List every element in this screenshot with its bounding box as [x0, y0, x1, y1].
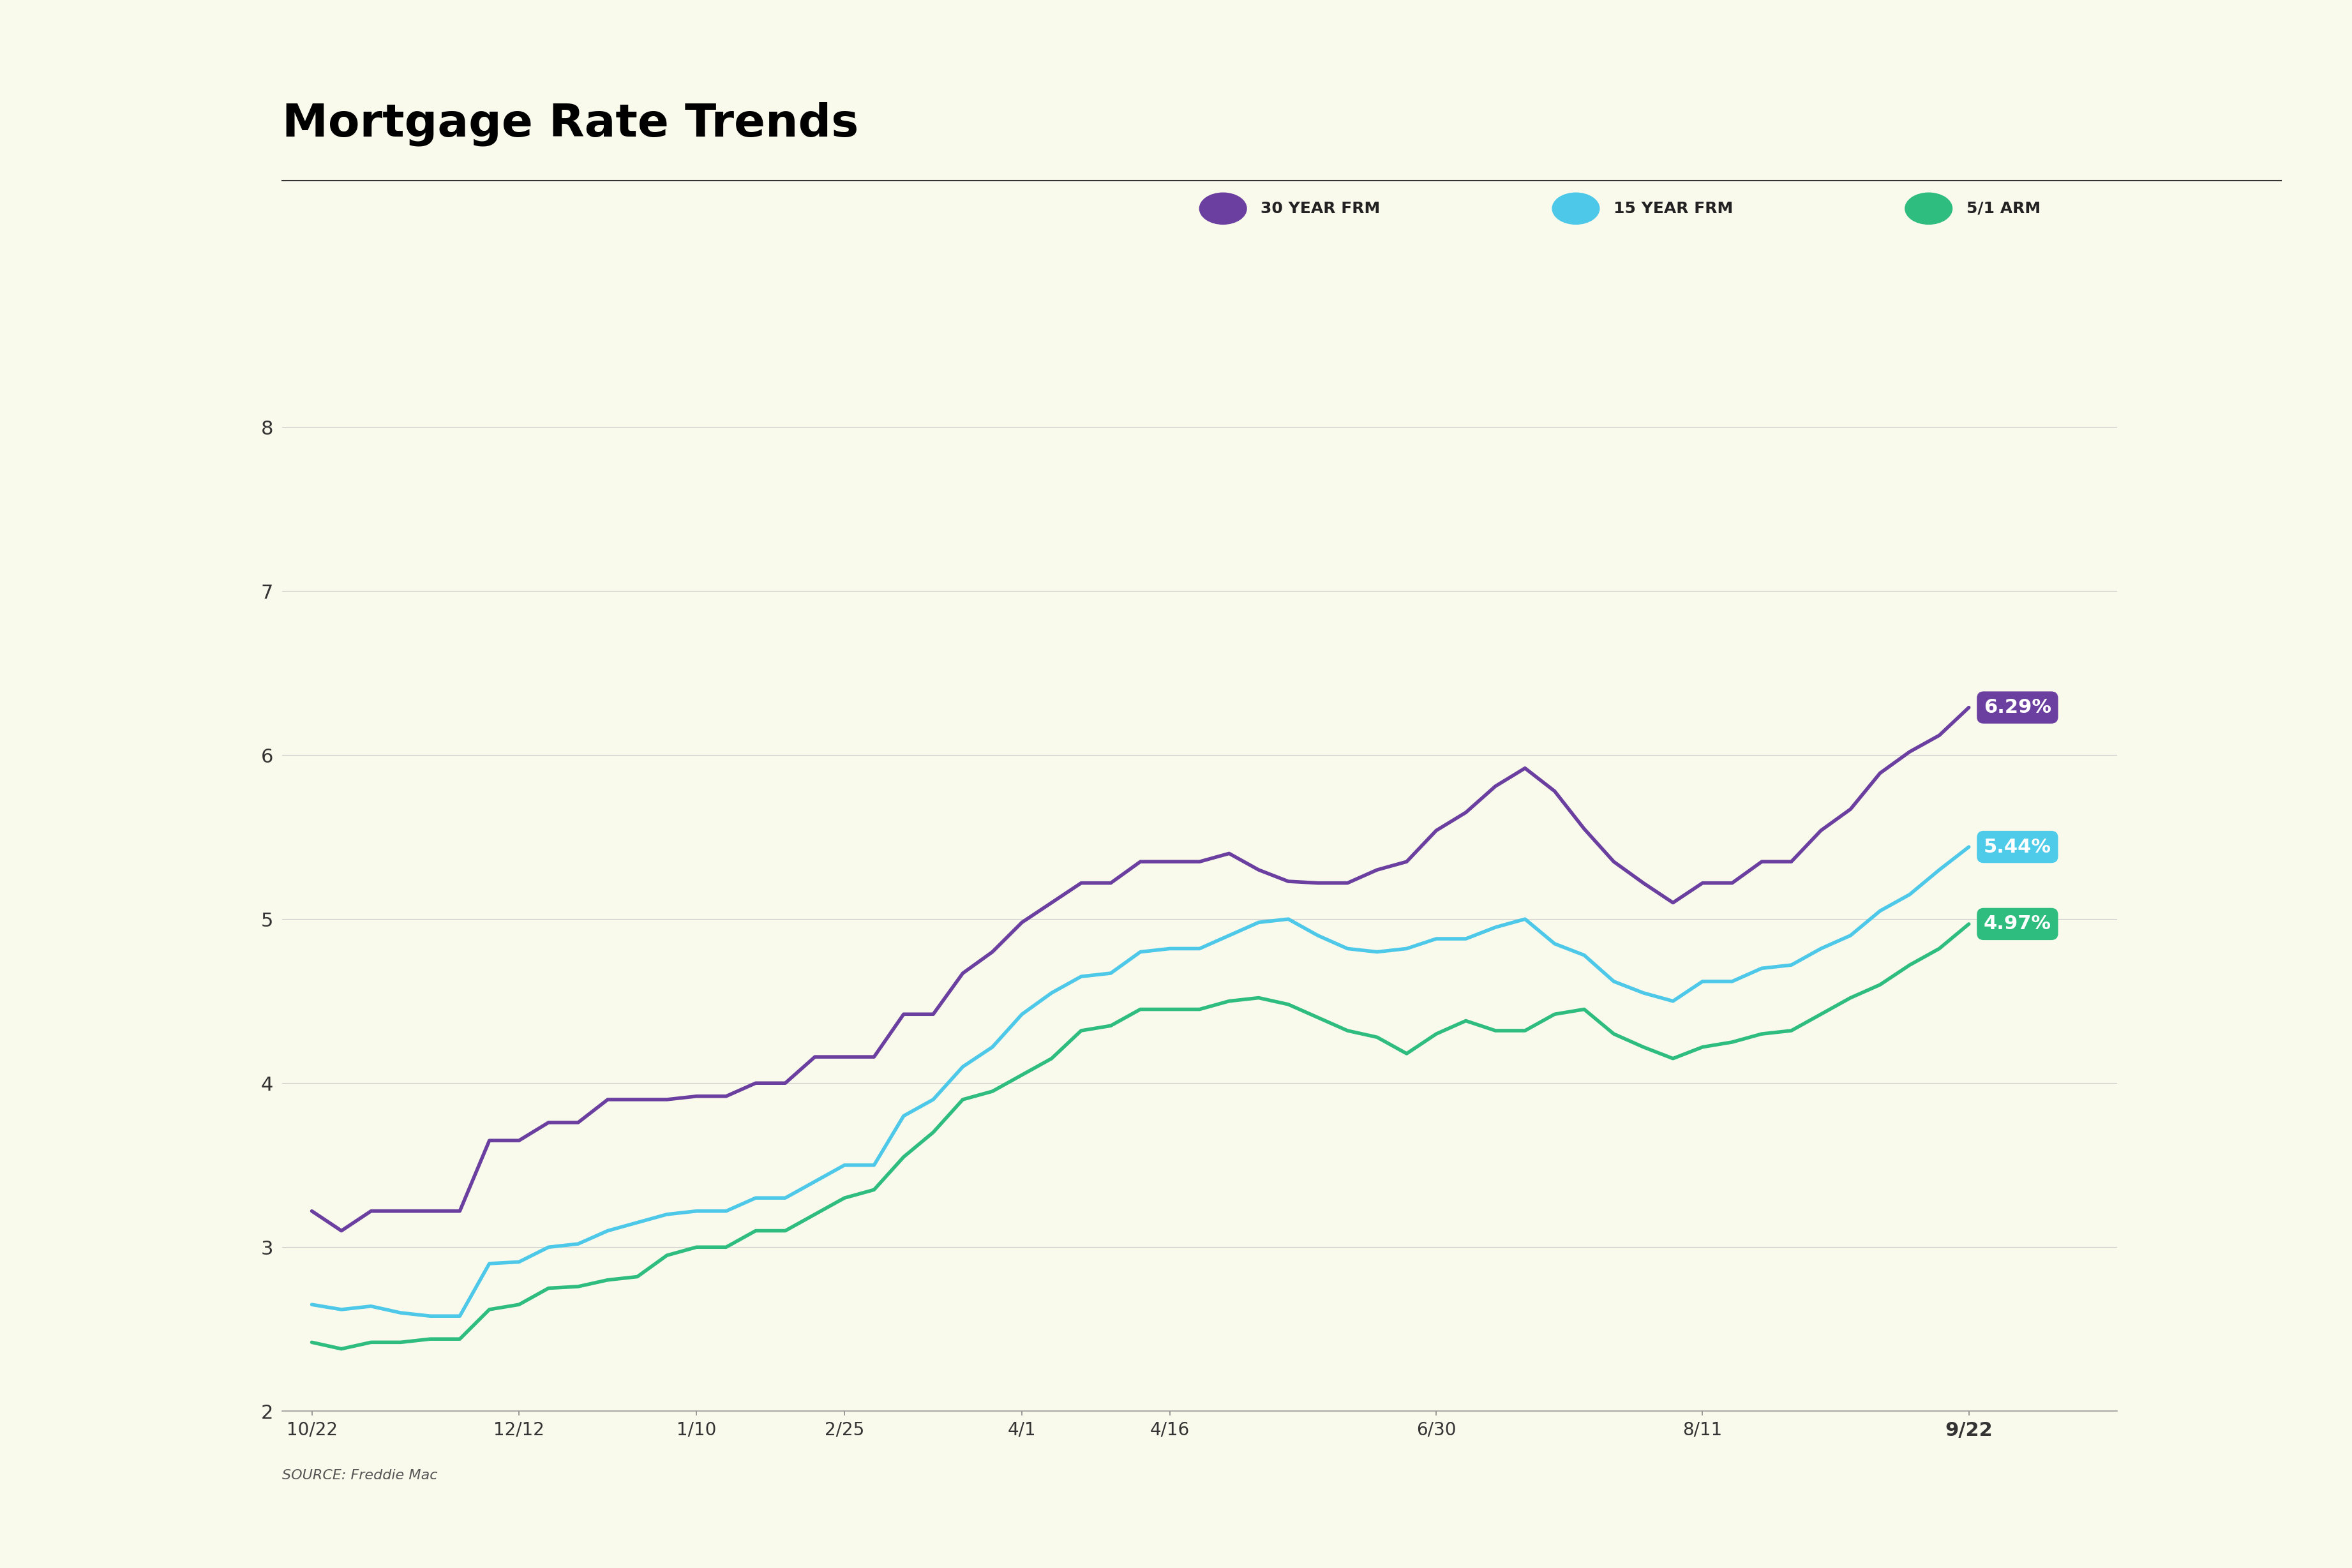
- Text: SOURCE: Freddie Mac: SOURCE: Freddie Mac: [282, 1469, 437, 1482]
- Text: 5/1 ARM: 5/1 ARM: [1966, 201, 2042, 216]
- Text: 5.44%: 5.44%: [1983, 837, 2051, 856]
- Text: 6.29%: 6.29%: [1983, 698, 2051, 717]
- Text: 4.97%: 4.97%: [1983, 914, 2051, 933]
- Text: 15 YEAR FRM: 15 YEAR FRM: [1613, 201, 1733, 216]
- Text: 30 YEAR FRM: 30 YEAR FRM: [1261, 201, 1381, 216]
- Text: Mortgage Rate Trends: Mortgage Rate Trends: [282, 102, 858, 146]
